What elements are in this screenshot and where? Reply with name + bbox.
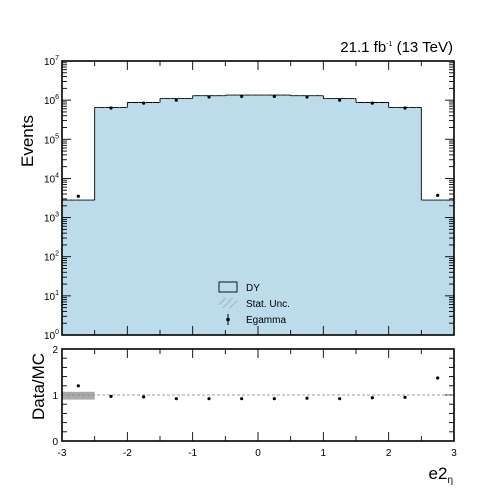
legend: DY Stat. Unc. Egamma (218, 281, 290, 326)
ratio-point (207, 397, 211, 401)
egamma-point (305, 95, 309, 99)
x-tick-label: -1 (188, 448, 197, 459)
egamma-point (142, 101, 146, 105)
egamma-point (240, 94, 244, 98)
legend-label: Egamma (246, 315, 286, 326)
ratio-point (370, 396, 374, 400)
egamma-point (338, 98, 342, 102)
main-panel-frame (61, 60, 455, 336)
x-tick-label: 0 (255, 448, 261, 459)
main-panel: 100 101 102 103 104 105 106 107 (44, 55, 455, 342)
legend-dy-swatch (218, 281, 238, 293)
stat-unc-band (62, 199, 95, 201)
dy-histogram-fill (62, 95, 454, 335)
ratio-point (76, 384, 80, 388)
ratio-panel-frame (61, 348, 455, 442)
y-tick-label: 105 (44, 133, 59, 146)
ratio-uncertainty-band (62, 391, 95, 400)
ratio-y-tick-label: 1 (52, 391, 58, 402)
egamma-point (109, 106, 113, 110)
egamma-point (272, 94, 276, 98)
y-tick-label: 101 (44, 290, 59, 303)
stat-unc-band (421, 199, 454, 201)
ratio-point (338, 397, 342, 401)
x-tick-label: 1 (321, 448, 327, 459)
ratio-point (305, 396, 309, 400)
ratio-point (436, 376, 440, 380)
ratio-point (240, 397, 244, 401)
y-tick-label: 104 (44, 172, 59, 185)
y-axis-title-main: Events (18, 115, 37, 167)
x-tick-label: 3 (451, 448, 457, 459)
ratio-y-tick-label: 2 (52, 345, 58, 356)
y-tick-label: 103 (44, 212, 59, 225)
y-tick-label: 106 (44, 94, 59, 107)
egamma-point (403, 106, 407, 110)
egamma-point (370, 101, 374, 105)
ratio-panel: -3 -2 -1 0 1 2 3 0 1 2 (52, 345, 457, 459)
x-tick-label: -3 (58, 448, 67, 459)
legend-hatch-swatch (219, 298, 237, 308)
egamma-point (174, 98, 178, 102)
ratio-point (109, 394, 113, 398)
y-tick-label: 107 (44, 55, 59, 68)
egamma-point (207, 95, 211, 99)
egamma-point (436, 193, 440, 197)
legend-label: Stat. Unc. (246, 299, 290, 310)
x-axis-title: e2η (429, 464, 453, 486)
y-axis-title-ratio: Data/MC (29, 353, 48, 420)
legend-label: DY (246, 283, 260, 294)
y-tick-label: 102 (44, 251, 59, 264)
y-tick-label: 100 (44, 329, 59, 342)
x-tick-label: -2 (123, 448, 132, 459)
luminosity-label: 21.1 fb-1 (13 TeV) (340, 39, 453, 56)
ratio-y-tick-label: 0 (52, 437, 58, 448)
legend-marker-point (226, 317, 230, 322)
ratio-point (272, 397, 276, 401)
ratio-point (142, 395, 146, 399)
egamma-point (76, 194, 80, 198)
ratio-point (174, 397, 178, 401)
x-tick-label: 2 (386, 448, 392, 459)
ratio-point (403, 395, 407, 399)
